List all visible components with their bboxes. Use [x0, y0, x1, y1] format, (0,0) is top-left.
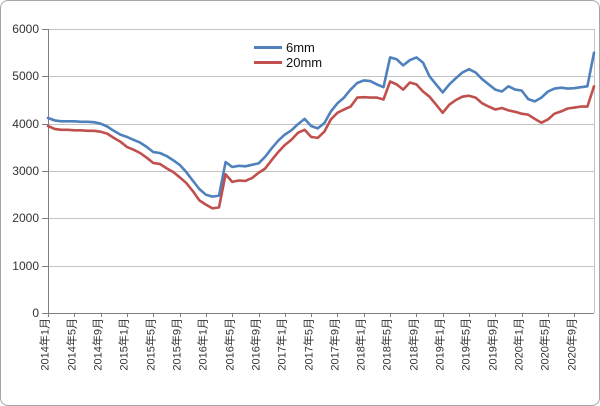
x-axis-label: 2015年9月: [171, 318, 184, 371]
x-axis-label: 2020年1月: [513, 318, 526, 371]
x-axis-label: 2018年1月: [355, 318, 368, 371]
x-axis-label: 2015年5月: [145, 318, 158, 371]
x-axis-label: 2017年9月: [329, 318, 342, 371]
y-axis-label: 1000: [12, 259, 39, 273]
x-axis-label: 2018年5月: [382, 318, 395, 371]
x-axis-label: 2020年5月: [539, 318, 552, 371]
x-axis-label: 2017年1月: [276, 318, 289, 371]
x-axis-label: 2019年5月: [461, 318, 474, 371]
legend-line-swatch-6mm: [254, 46, 282, 49]
legend-label-20mm: 20mm: [286, 55, 323, 70]
x-axis-label: 2019年9月: [487, 318, 500, 371]
y-axis-label: 4000: [12, 117, 39, 131]
y-axis-label: 6000: [12, 22, 39, 36]
x-axis-label: 2016年1月: [197, 318, 210, 371]
x-axis-label: 2017年5月: [303, 318, 316, 371]
legend-item-20mm: 20mm: [254, 55, 322, 70]
legend-label-6mm: 6mm: [286, 40, 315, 55]
legend-item-6mm: 6mm: [254, 40, 322, 55]
x-axis-label: 2019年1月: [434, 318, 447, 371]
y-axis-label: 5000: [12, 69, 39, 83]
x-axis-label: 2014年1月: [40, 318, 52, 371]
y-axis-label: 2000: [12, 211, 39, 225]
series-20mm-line: [46, 80, 596, 210]
y-axis-label: 3000: [12, 164, 39, 178]
x-axis-label: 2020年9月: [566, 318, 579, 371]
legend-line-swatch-20mm: [254, 61, 282, 64]
x-axis-label: 2016年5月: [224, 318, 237, 371]
series-6mm-line: [46, 51, 596, 198]
legend: 6mm 20mm: [254, 40, 322, 70]
y-axis-label: 0: [32, 306, 39, 320]
x-axis-label: 2015年1月: [118, 318, 131, 371]
x-axis-label: 2014年5月: [66, 318, 79, 371]
x-axis-label: 2016年9月: [250, 318, 263, 371]
x-axis-label: 2014年9月: [92, 318, 105, 371]
x-axis-label: 2018年9月: [408, 318, 421, 371]
